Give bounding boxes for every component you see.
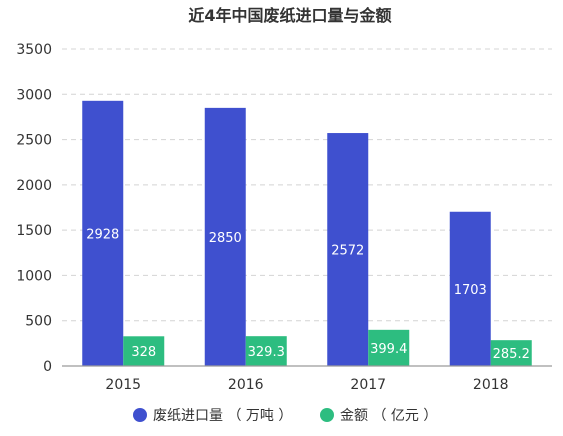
data-label: 2572 [331,244,364,259]
data-label: 399.4 [370,342,407,357]
data-label: 2850 [209,231,242,246]
bar-amount [490,340,532,366]
y-tick-label: 0 [43,359,52,375]
x-tick-label: 2015 [105,377,141,393]
bar-volume [449,211,491,366]
y-tick-label: 500 [25,314,52,330]
legend-marker [133,408,147,422]
y-tick-label: 2000 [16,178,52,194]
y-tick-label: 1000 [16,268,52,284]
bars: 2928 328 2850 329.3 2572 399.4 1703 285.2 [82,100,532,366]
y-tick-label: 2500 [16,133,52,149]
legend-label: 金额 （ 亿元 ） [340,408,437,424]
data-label: 1703 [454,283,487,298]
bar-volume [327,133,369,366]
data-label: 329.3 [248,345,285,360]
bar-volume [204,107,246,366]
bar-amount [123,336,165,366]
legend-label: 废纸进口量 （ 万吨 ） [153,408,292,424]
x-tick-label: 2018 [473,377,509,393]
x-tick-label: 2017 [350,377,386,393]
x-tick-label: 2016 [228,377,264,393]
y-tick-label: 1500 [16,223,52,239]
data-label: 2928 [86,227,119,242]
x-axis-ticks: 2015 2016 2017 2018 [105,377,508,393]
y-tick-label: 3500 [16,42,52,58]
data-label: 285.2 [493,347,530,362]
data-label: 328 [131,345,156,360]
y-tick-label: 3000 [16,87,52,103]
bar-amount [245,336,287,366]
bar-volume [82,100,124,366]
legend: 废纸进口量 （ 万吨 ） 金额 （ 亿元 ） [133,408,437,424]
chart-title: 近4年中国废纸进口量与金额 [188,6,391,25]
grid-lines [62,48,552,322]
legend-marker [320,408,334,422]
y-axis-ticks: 0 500 1000 1500 2000 2500 3000 3500 [16,42,52,375]
bar-amount [368,329,410,366]
